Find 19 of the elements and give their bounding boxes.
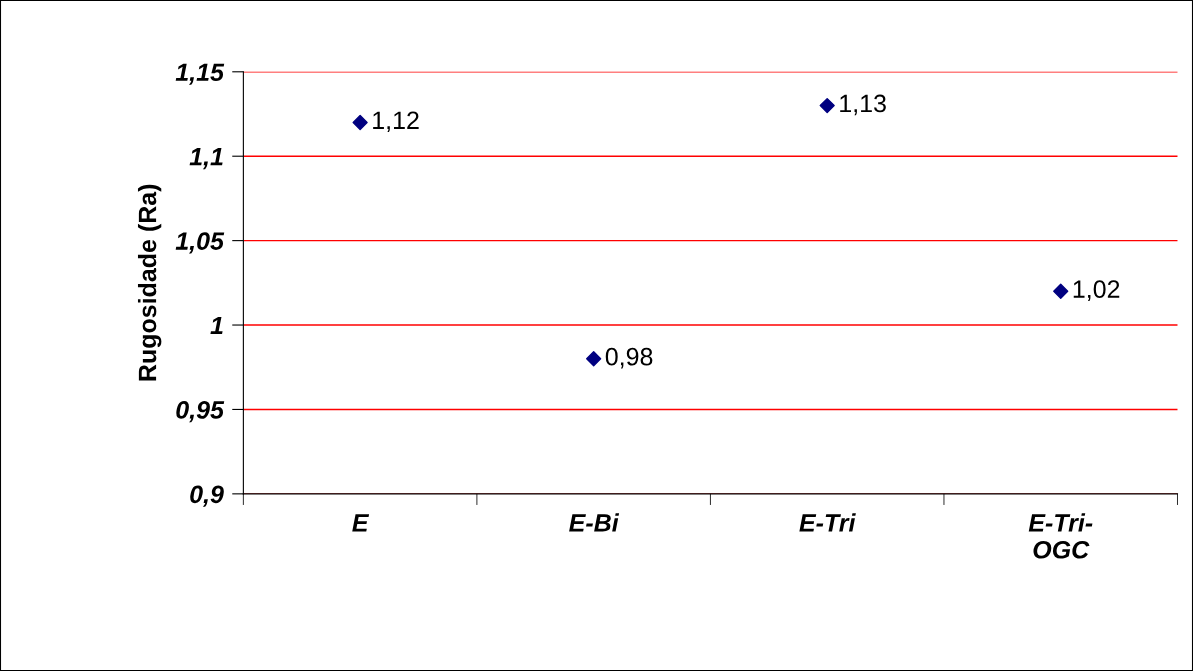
y-tick-label: 1,15 bbox=[175, 63, 225, 85]
point bbox=[819, 97, 835, 114]
x-tick-label: E-Tri- OGC bbox=[1028, 513, 1093, 559]
y-tick-label: 1,1 bbox=[189, 148, 223, 170]
x-tick-label: E-Bi bbox=[569, 513, 620, 532]
x-tick-label: E-Tri bbox=[799, 513, 856, 532]
y-tick-label: 0,95 bbox=[176, 401, 225, 423]
y-tick-label: 0,9 bbox=[190, 485, 224, 507]
point bbox=[1053, 283, 1069, 299]
data-label: 0,98 bbox=[605, 347, 653, 369]
y-tick-label: 1,05 bbox=[175, 232, 225, 254]
y-tick-label: 1 bbox=[210, 316, 223, 335]
point bbox=[352, 114, 368, 131]
data-label: 1,12 bbox=[373, 111, 419, 133]
point bbox=[586, 351, 602, 367]
data-label: 1,13 bbox=[840, 94, 886, 116]
x-tick-label: E bbox=[352, 514, 370, 532]
data-label: 1,02 bbox=[1073, 280, 1120, 301]
y-axis-title: Rugosidade (Ra) bbox=[137, 184, 162, 381]
